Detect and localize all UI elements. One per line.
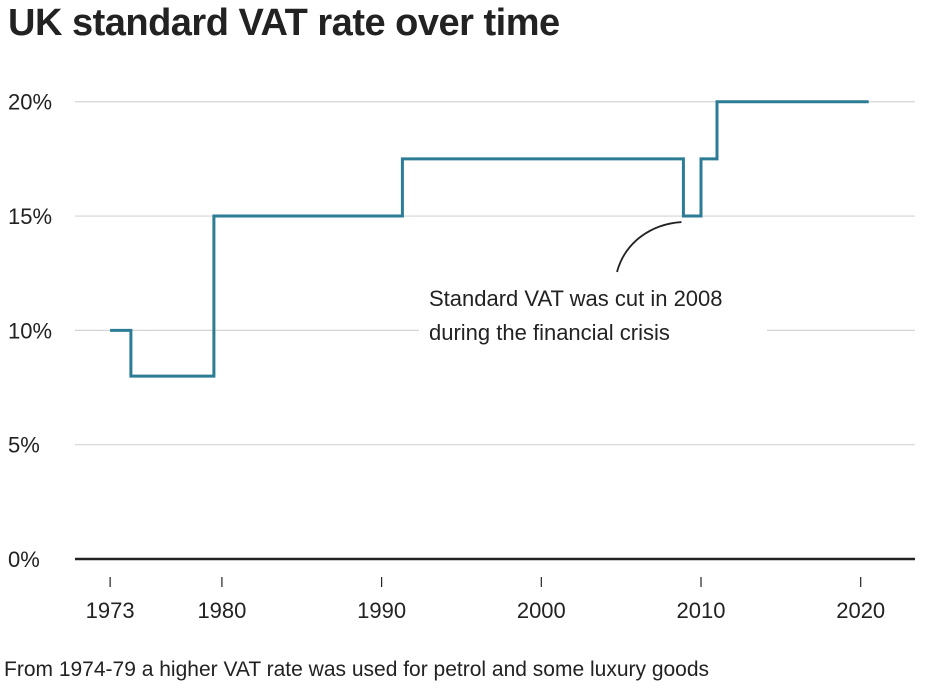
- footnote: From 1974-79 a higher VAT rate was used …: [4, 658, 710, 681]
- y-tick-label-20: 20%: [8, 90, 52, 115]
- y-tick-label-10: 10%: [8, 318, 52, 343]
- annotation-background: [419, 280, 767, 352]
- chart-svg: 0% 5% 10% 15% 20% 1973 1980 1990 2000 2010 2020 S…: [8, 90, 915, 623]
- x-tick-label-2020: 2020: [836, 598, 885, 623]
- y-tick-label-5: 5%: [8, 433, 40, 458]
- data-series: [110, 100, 869, 378]
- x-tick-label-2010: 2010: [677, 598, 726, 623]
- annotation-line-1: Standard VAT was cut in 2008: [429, 286, 723, 311]
- y-axis-labels: 0% 5% 10% 15% 20%: [8, 90, 52, 572]
- y-tick-label-15: 15%: [8, 204, 52, 229]
- series-line-vat-rate: [110, 100, 869, 378]
- x-tick-label-2000: 2000: [517, 598, 566, 623]
- annotation: Standard VAT was cut in 2008 during the f…: [419, 221, 767, 352]
- x-tick-label-1990: 1990: [357, 598, 406, 623]
- x-tick-label-1980: 1980: [197, 598, 246, 623]
- x-axis: 1973 1980 1990 2000 2010 2020: [86, 577, 885, 623]
- annotation-pointer: [616, 221, 682, 273]
- chart-title: UK standard VAT rate over time: [8, 2, 560, 44]
- annotation-line-2: during the financial crisis: [429, 320, 670, 345]
- y-tick-label-0: 0%: [8, 547, 40, 572]
- x-tick-label-1973: 1973: [86, 598, 135, 623]
